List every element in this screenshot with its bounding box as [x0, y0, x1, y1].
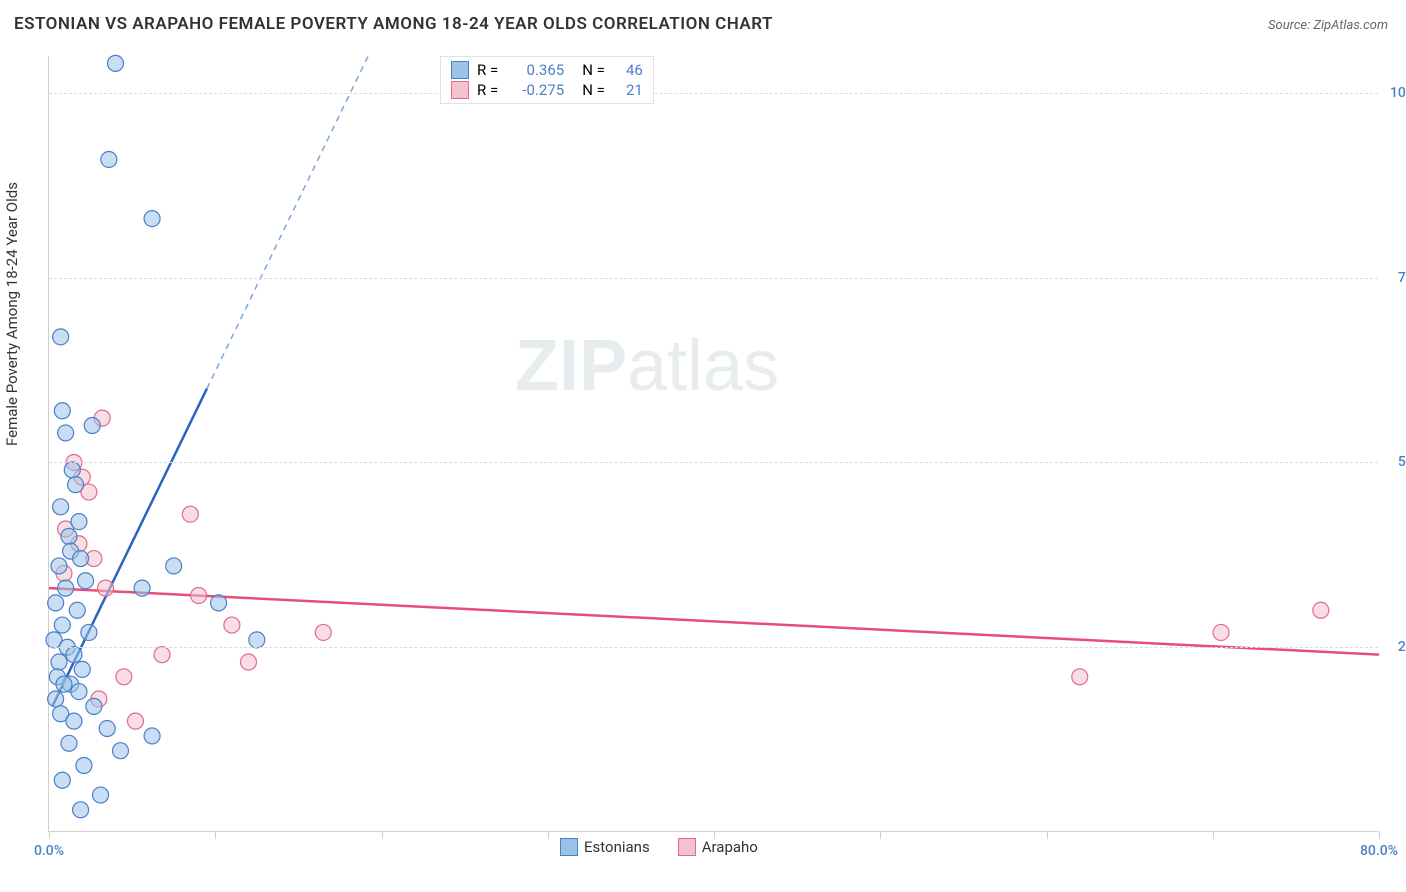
- legend-series-label: Estonians: [584, 838, 650, 856]
- data-point: [101, 151, 117, 167]
- x-tick: [880, 831, 881, 839]
- x-tick: [382, 831, 383, 839]
- chart-title: ESTONIAN VS ARAPAHO FEMALE POVERTY AMONG…: [14, 14, 773, 34]
- x-tick: [1047, 831, 1048, 839]
- data-point: [48, 691, 64, 707]
- data-point: [73, 802, 89, 818]
- data-point: [74, 661, 90, 677]
- data-point: [58, 580, 74, 596]
- legend-n-label: N =: [582, 61, 605, 79]
- x-tick: [1213, 831, 1214, 839]
- data-point: [249, 632, 265, 648]
- data-point: [211, 595, 227, 611]
- data-point: [76, 757, 92, 773]
- legend-series-label: Arapaho: [702, 838, 758, 856]
- gridline: [49, 93, 1378, 94]
- x-tick: [548, 831, 549, 839]
- data-point: [69, 602, 85, 618]
- legend-n-value: 21: [613, 81, 643, 99]
- y-tick-label: 100.0%: [1390, 85, 1406, 101]
- source-name: ZipAtlas.com: [1313, 18, 1388, 33]
- plot-area: ZIPatlas 25.0%50.0%75.0%100.0%0.0%80.0%: [48, 56, 1378, 832]
- data-point: [1213, 624, 1229, 640]
- data-point: [315, 624, 331, 640]
- x-tick: [49, 831, 50, 839]
- y-tick-label: 75.0%: [1398, 270, 1406, 286]
- data-point: [112, 743, 128, 759]
- legend-swatch: [678, 838, 696, 856]
- data-point: [73, 551, 89, 567]
- data-point: [56, 676, 72, 692]
- y-axis-title: Female Poverty Among 18-24 Year Olds: [3, 182, 21, 446]
- data-point: [166, 558, 182, 574]
- data-point: [54, 403, 70, 419]
- legend-correlation: R = 0.365 N = 46 R = -0.275 N = 21: [440, 56, 654, 104]
- gridline: [49, 278, 1378, 279]
- data-point: [86, 698, 102, 714]
- legend-r-value: -0.275: [506, 81, 564, 99]
- data-point: [191, 588, 207, 604]
- data-point: [144, 728, 160, 744]
- data-point: [54, 617, 70, 633]
- data-point: [144, 211, 160, 227]
- data-point: [58, 425, 74, 441]
- legend-item: Arapaho: [678, 838, 758, 856]
- data-point: [81, 624, 97, 640]
- legend-swatch: [451, 81, 469, 99]
- data-point: [68, 477, 84, 493]
- data-point: [154, 647, 170, 663]
- data-point: [78, 573, 94, 589]
- legend-row: R = 0.365 N = 46: [451, 61, 643, 79]
- data-point: [1072, 669, 1088, 685]
- data-point: [53, 499, 69, 515]
- gridline: [49, 647, 1378, 648]
- data-point: [98, 580, 114, 596]
- legend-swatch: [451, 61, 469, 79]
- correlation-chart: ESTONIAN VS ARAPAHO FEMALE POVERTY AMONG…: [0, 0, 1406, 892]
- legend-n-value: 46: [613, 61, 643, 79]
- x-tick-label: 0.0%: [34, 843, 64, 859]
- data-point: [66, 713, 82, 729]
- y-tick-label: 25.0%: [1398, 639, 1406, 655]
- data-point: [93, 787, 109, 803]
- data-point: [71, 514, 87, 530]
- data-point: [53, 329, 69, 345]
- data-point: [127, 713, 143, 729]
- data-point: [116, 669, 132, 685]
- data-point: [71, 684, 87, 700]
- legend-item: Estonians: [560, 838, 650, 856]
- source-label: Source: ZipAtlas.com: [1268, 18, 1388, 33]
- data-point: [134, 580, 150, 596]
- data-point: [224, 617, 240, 633]
- data-point: [66, 647, 82, 663]
- x-tick: [1379, 831, 1380, 839]
- y-tick-label: 50.0%: [1398, 454, 1406, 470]
- data-point: [84, 418, 100, 434]
- data-point: [48, 595, 64, 611]
- legend-row: R = -0.275 N = 21: [451, 81, 643, 99]
- data-point: [61, 735, 77, 751]
- data-point: [99, 721, 115, 737]
- source-prefix: Source:: [1268, 18, 1313, 33]
- data-point: [241, 654, 257, 670]
- data-point: [61, 528, 77, 544]
- data-point: [108, 55, 124, 71]
- legend-r-value: 0.365: [506, 61, 564, 79]
- gridline: [49, 462, 1378, 463]
- data-point: [182, 506, 198, 522]
- legend-series: Estonians Arapaho: [560, 838, 758, 856]
- data-point: [1313, 602, 1329, 618]
- data-point: [54, 772, 70, 788]
- x-tick: [215, 831, 216, 839]
- data-point: [64, 462, 80, 478]
- x-tick-label: 80.0%: [1360, 843, 1398, 859]
- plot-svg: [49, 56, 1379, 832]
- legend-r-label: R =: [477, 81, 498, 99]
- data-point: [51, 654, 67, 670]
- legend-n-label: N =: [582, 81, 605, 99]
- legend-swatch: [560, 838, 578, 856]
- data-point: [51, 558, 67, 574]
- legend-r-label: R =: [477, 61, 498, 79]
